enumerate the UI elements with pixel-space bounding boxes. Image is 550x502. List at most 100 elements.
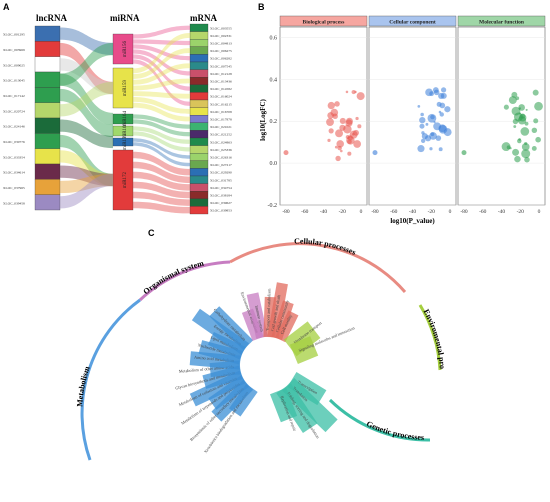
- panel-label-a: A: [3, 2, 10, 12]
- y-axis-label: log10(LogFC): [259, 99, 267, 141]
- go-term-point: [355, 116, 359, 121]
- x-tick-label: -20: [428, 209, 436, 215]
- x-tick-label: -60: [301, 209, 309, 215]
- sankey-flow-mirna-mrna: [133, 191, 190, 206]
- mirna-node-label: miR159: [123, 79, 128, 96]
- mrna-node-label: XLOC_012128: [210, 72, 232, 76]
- y-tick-label: -0.2: [268, 203, 278, 209]
- mrna-node-label: XLOC_016024: [210, 95, 232, 99]
- sankey-flow-mirna-mrna: [133, 25, 190, 39]
- panel-label-b: B: [258, 2, 265, 12]
- go-term-point: [327, 101, 335, 110]
- mrna-node-label: XLOC_031785: [210, 178, 232, 182]
- mrna-node: [189, 130, 209, 139]
- go-term-point: [514, 155, 521, 163]
- go-term-point: [283, 150, 289, 156]
- mrna-node: [189, 46, 209, 55]
- cellular-processes-arc: [229, 242, 407, 293]
- go-term-point: [430, 114, 435, 120]
- mrna-node-label: XLOC_025336: [210, 148, 232, 152]
- genetic-processes-label: Genetic processes: [365, 419, 424, 442]
- organismal-bar: [246, 292, 268, 339]
- mirna-node: [112, 113, 134, 125]
- sankey-flow-lnc-mirna: [60, 134, 113, 187]
- mirna-title: miRNA: [110, 13, 140, 23]
- mrna-node: [189, 183, 209, 192]
- go-term-point: [343, 125, 352, 134]
- mrna-node-label: XLOC_026316: [210, 156, 232, 160]
- mrna-node-label: XLOC_016215: [210, 102, 232, 106]
- go-term-point: [534, 101, 543, 111]
- mrna-node: [189, 69, 209, 78]
- sankey-flow-mirna-mrna: [133, 39, 190, 46]
- go-term-point: [513, 112, 523, 122]
- mirna-node: [112, 67, 134, 109]
- go-term-point: [436, 101, 442, 107]
- go-term-point: [525, 108, 528, 112]
- go-term-point: [521, 149, 531, 159]
- kegg-term-label: Immune system: [254, 305, 265, 333]
- go-term-point: [518, 112, 522, 115]
- lncrna-node: [34, 41, 61, 57]
- go-term-point: [429, 147, 433, 151]
- go-term-point: [438, 92, 445, 100]
- go-term-point: [327, 138, 331, 143]
- metabolism-label: Metabolism: [75, 365, 92, 407]
- x-tick-label: -80: [371, 209, 379, 215]
- organismal-system-arc: [138, 260, 231, 302]
- mrna-node-label: XLOC_029290: [210, 171, 232, 175]
- facet-title: Biological process: [303, 20, 345, 26]
- x-tick-label: 0: [360, 209, 363, 215]
- lncrna-node: [34, 148, 61, 165]
- go-term-point: [347, 135, 353, 141]
- mrna-node-label: XLOC_021252: [210, 133, 232, 137]
- mrna-node: [189, 39, 209, 47]
- go-term-point: [340, 149, 343, 153]
- sankey-flow-mirna-mrna: [133, 49, 190, 76]
- sankey-flow-mirna-mrna: [133, 161, 190, 184]
- lncrna-node-label: XLOC_001295: [3, 33, 25, 37]
- mrna-node: [189, 92, 209, 101]
- sankey-flow-lnc-mirna: [60, 150, 113, 187]
- facet-strip: [279, 15, 368, 27]
- go-term-point: [372, 150, 378, 156]
- sankey-flow-mirna-mrna: [133, 201, 190, 214]
- go-term-point: [417, 145, 425, 153]
- lncrna-node: [34, 117, 61, 134]
- mirna-node: [112, 33, 134, 65]
- sankey-flow-mirna-mrna: [133, 181, 190, 199]
- y-tick-label: 0.2: [270, 119, 278, 125]
- facet-panel: [279, 26, 368, 206]
- mrna-node-label: XLOC_016708: [210, 110, 232, 114]
- x-tick-label: -40: [498, 209, 506, 215]
- mrna-title: mRNA: [190, 13, 217, 23]
- x-tick-label: -20: [339, 209, 347, 215]
- mrna-node-label: XLOC_039853: [210, 209, 232, 213]
- go-term-point: [327, 112, 334, 119]
- lncrna-node-label: XLOC_017142: [3, 94, 25, 98]
- mrna-node-label: XLOC_021021: [210, 125, 232, 129]
- facet-panel: [457, 26, 546, 206]
- lncrna-node: [34, 133, 61, 149]
- go-term-point: [439, 112, 444, 117]
- go-term-point: [429, 91, 435, 97]
- mirna-node-label: miR170: [123, 133, 128, 150]
- go-term-point: [524, 156, 530, 163]
- mrna-node-label: XLOC_006282: [210, 57, 232, 61]
- lncrna-node-label: XLOC_030776: [3, 140, 25, 144]
- go-term-point: [517, 138, 522, 144]
- cellular-bar: [275, 310, 299, 343]
- sankey-flow-lnc-mirna: [60, 81, 113, 117]
- kegg-term-label: Amino acid metabolism: [194, 355, 235, 364]
- mrna-node: [189, 122, 209, 131]
- enviromental-process-arc: [418, 304, 442, 371]
- mrna-node-label: XLOC_024863: [210, 140, 232, 144]
- go-term-point: [354, 90, 357, 94]
- go-term-point: [420, 112, 424, 117]
- go-term-point: [357, 124, 362, 129]
- mrna-node: [189, 115, 209, 123]
- sankey-diagram: XLOC_001295 XLOC_003969 XLOC_009025 XLOC_01…: [3, 23, 232, 215]
- mrna-node: [189, 99, 209, 108]
- lncrna-node: [34, 56, 61, 73]
- lncrna-node-label: XLOC_009025: [3, 63, 25, 67]
